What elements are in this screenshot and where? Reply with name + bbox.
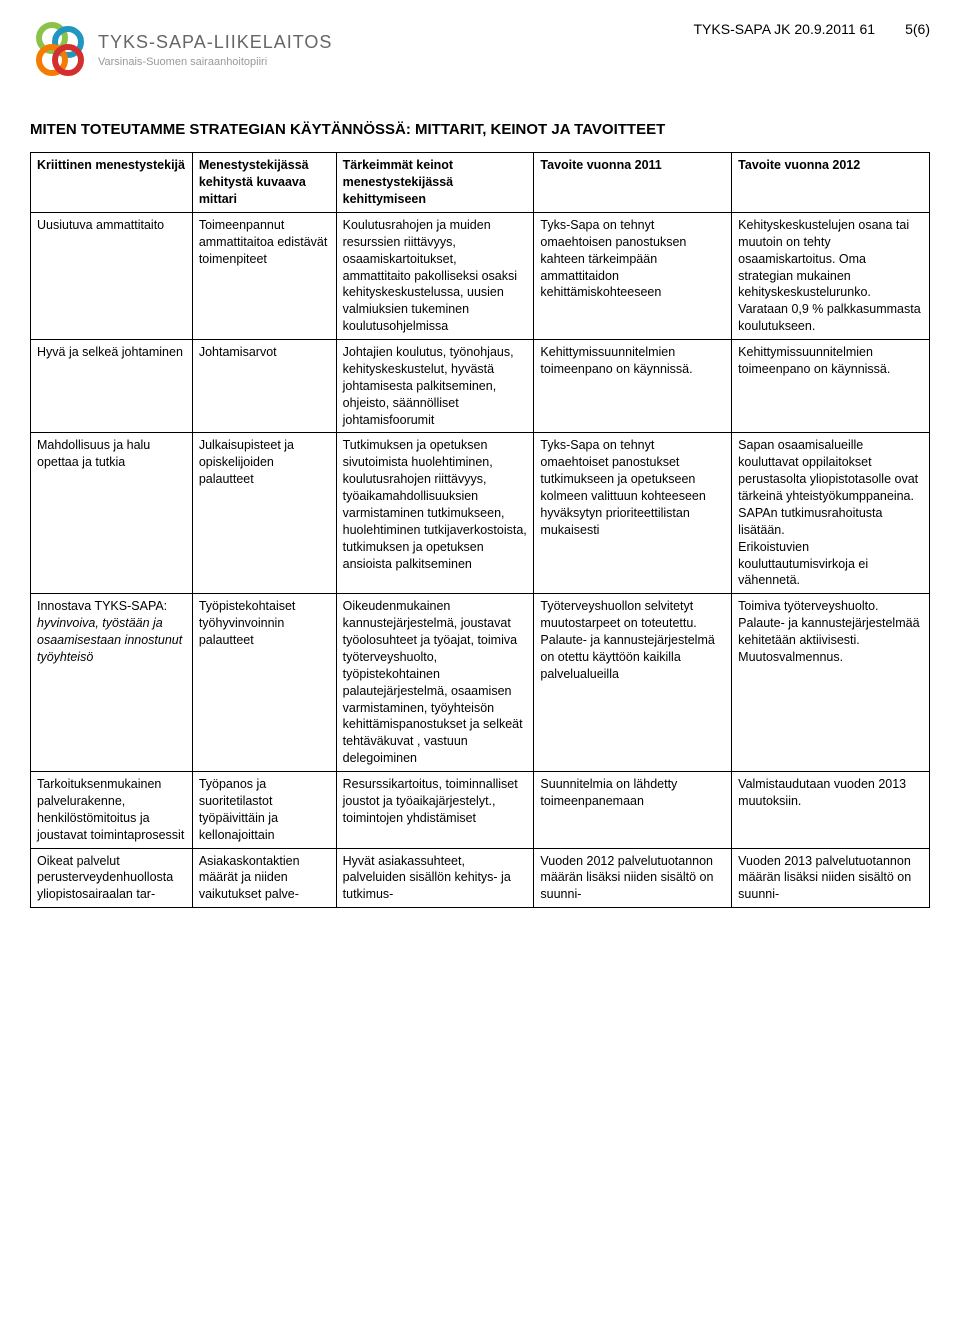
table-cell: Työterveyshuollon selvitetyt muutostarpe… <box>534 594 732 772</box>
header-meta: TYKS-SAPA JK 20.9.2011 61 5(6) <box>694 20 931 39</box>
col-header-1: Menestystekijässä kehitystä kuvaava mitt… <box>192 153 336 213</box>
table-cell: Työpistekohtaiset työhyvinvoinnin palaut… <box>192 594 336 772</box>
table-cell: Mahdollisuus ja halu opettaa ja tutkia <box>31 433 193 594</box>
col-header-2: Tärkeimmät keinot menestystekijässä kehi… <box>336 153 534 213</box>
table-row: Hyvä ja selkeä johtaminenJohtamisarvotJo… <box>31 340 930 433</box>
col-header-0: Kriittinen menestystekijä <box>31 153 193 213</box>
table-cell: Johtamisarvot <box>192 340 336 433</box>
strategy-table: Kriittinen menestystekijä Menestystekijä… <box>30 152 930 908</box>
table-cell: Hyvä ja selkeä johtaminen <box>31 340 193 433</box>
col-header-4: Tavoite vuonna 2012 <box>732 153 930 213</box>
col-header-3: Tavoite vuonna 2011 <box>534 153 732 213</box>
table-cell: Julkaisupisteet ja opiskelijoiden palaut… <box>192 433 336 594</box>
section-title: MITEN TOTEUTAMME STRATEGIAN KÄYTÄNNÖSSÄ:… <box>30 120 930 140</box>
logo-main-text: TYKS-SAPA-LIIKELAITOS <box>98 30 332 54</box>
table-row: Oikeat palvelut perusterveydenhuollosta … <box>31 848 930 908</box>
logo-sub-text: Varsinais-Suomen sairaanhoitopiiri <box>98 55 332 70</box>
table-cell: Sapan osaamisalueille kouluttavat oppila… <box>732 433 930 594</box>
table-cell: Tyks-Sapa on tehnyt omaehtoiset panostuk… <box>534 433 732 594</box>
doc-reference: TYKS-SAPA JK 20.9.2011 61 <box>694 20 876 39</box>
table-cell: Hyvät asiakassuhteet, palveluiden sisäll… <box>336 848 534 908</box>
logo-block: TYKS-SAPA-LIIKELAITOS Varsinais-Suomen s… <box>30 20 332 80</box>
table-cell: Kehittymissuunnitelmien toimeenpano on k… <box>732 340 930 433</box>
table-cell: Toimiva työterveyshuolto.Palaute- ja kan… <box>732 594 930 772</box>
table-cell: Tarkoituksenmukainen palvelurakenne, hen… <box>31 772 193 849</box>
table-cell: Toimeenpannut ammattitaitoa edistävät to… <box>192 212 336 339</box>
table-cell: Tutkimuksen ja opetuksen sivutoimista hu… <box>336 433 534 594</box>
table-cell: Kehityskeskustelujen osana tai muutoin o… <box>732 212 930 339</box>
table-cell: Oikeat palvelut perusterveydenhuollosta … <box>31 848 193 908</box>
logo-icon <box>30 20 90 80</box>
table-cell: Asiakaskontaktien määrät ja niiden vaiku… <box>192 848 336 908</box>
table-cell: Vuoden 2012 palvelutuotannon määrän lisä… <box>534 848 732 908</box>
table-cell: Uusiutuva ammattitaito <box>31 212 193 339</box>
table-cell: Oikeudenmukainen kannustejärjestelmä, jo… <box>336 594 534 772</box>
table-cell: Valmistaudutaan vuoden 2013 muutoksiin. <box>732 772 930 849</box>
table-row: Uusiutuva ammattitaitoToimeenpannut amma… <box>31 212 930 339</box>
table-cell: Resurssikartoitus, toiminnalliset jousto… <box>336 772 534 849</box>
table-cell: Johtajien koulutus, työnohjaus, kehitysk… <box>336 340 534 433</box>
page-header: TYKS-SAPA-LIIKELAITOS Varsinais-Suomen s… <box>30 20 930 80</box>
table-row: Tarkoituksenmukainen palvelurakenne, hen… <box>31 772 930 849</box>
table-header-row: Kriittinen menestystekijä Menestystekijä… <box>31 153 930 213</box>
table-cell: Suunnitelmia on lähdetty toimeenpanemaan <box>534 772 732 849</box>
table-cell: Vuoden 2013 palvelutuotannon määrän lisä… <box>732 848 930 908</box>
page-number: 5(6) <box>905 20 930 39</box>
table-cell: Innostava TYKS-SAPA: hyvinvoiva, työstää… <box>31 594 193 772</box>
table-cell: Työpanos ja suoritetilastot työpäivittäi… <box>192 772 336 849</box>
table-cell: Tyks-Sapa on tehnyt omaehtoisen panostuk… <box>534 212 732 339</box>
table-row: Mahdollisuus ja halu opettaa ja tutkiaJu… <box>31 433 930 594</box>
table-cell: Kehittymissuunnitelmien toimeenpano on k… <box>534 340 732 433</box>
table-cell: Koulutusrahojen ja muiden resurssien rii… <box>336 212 534 339</box>
table-row: Innostava TYKS-SAPA: hyvinvoiva, työstää… <box>31 594 930 772</box>
